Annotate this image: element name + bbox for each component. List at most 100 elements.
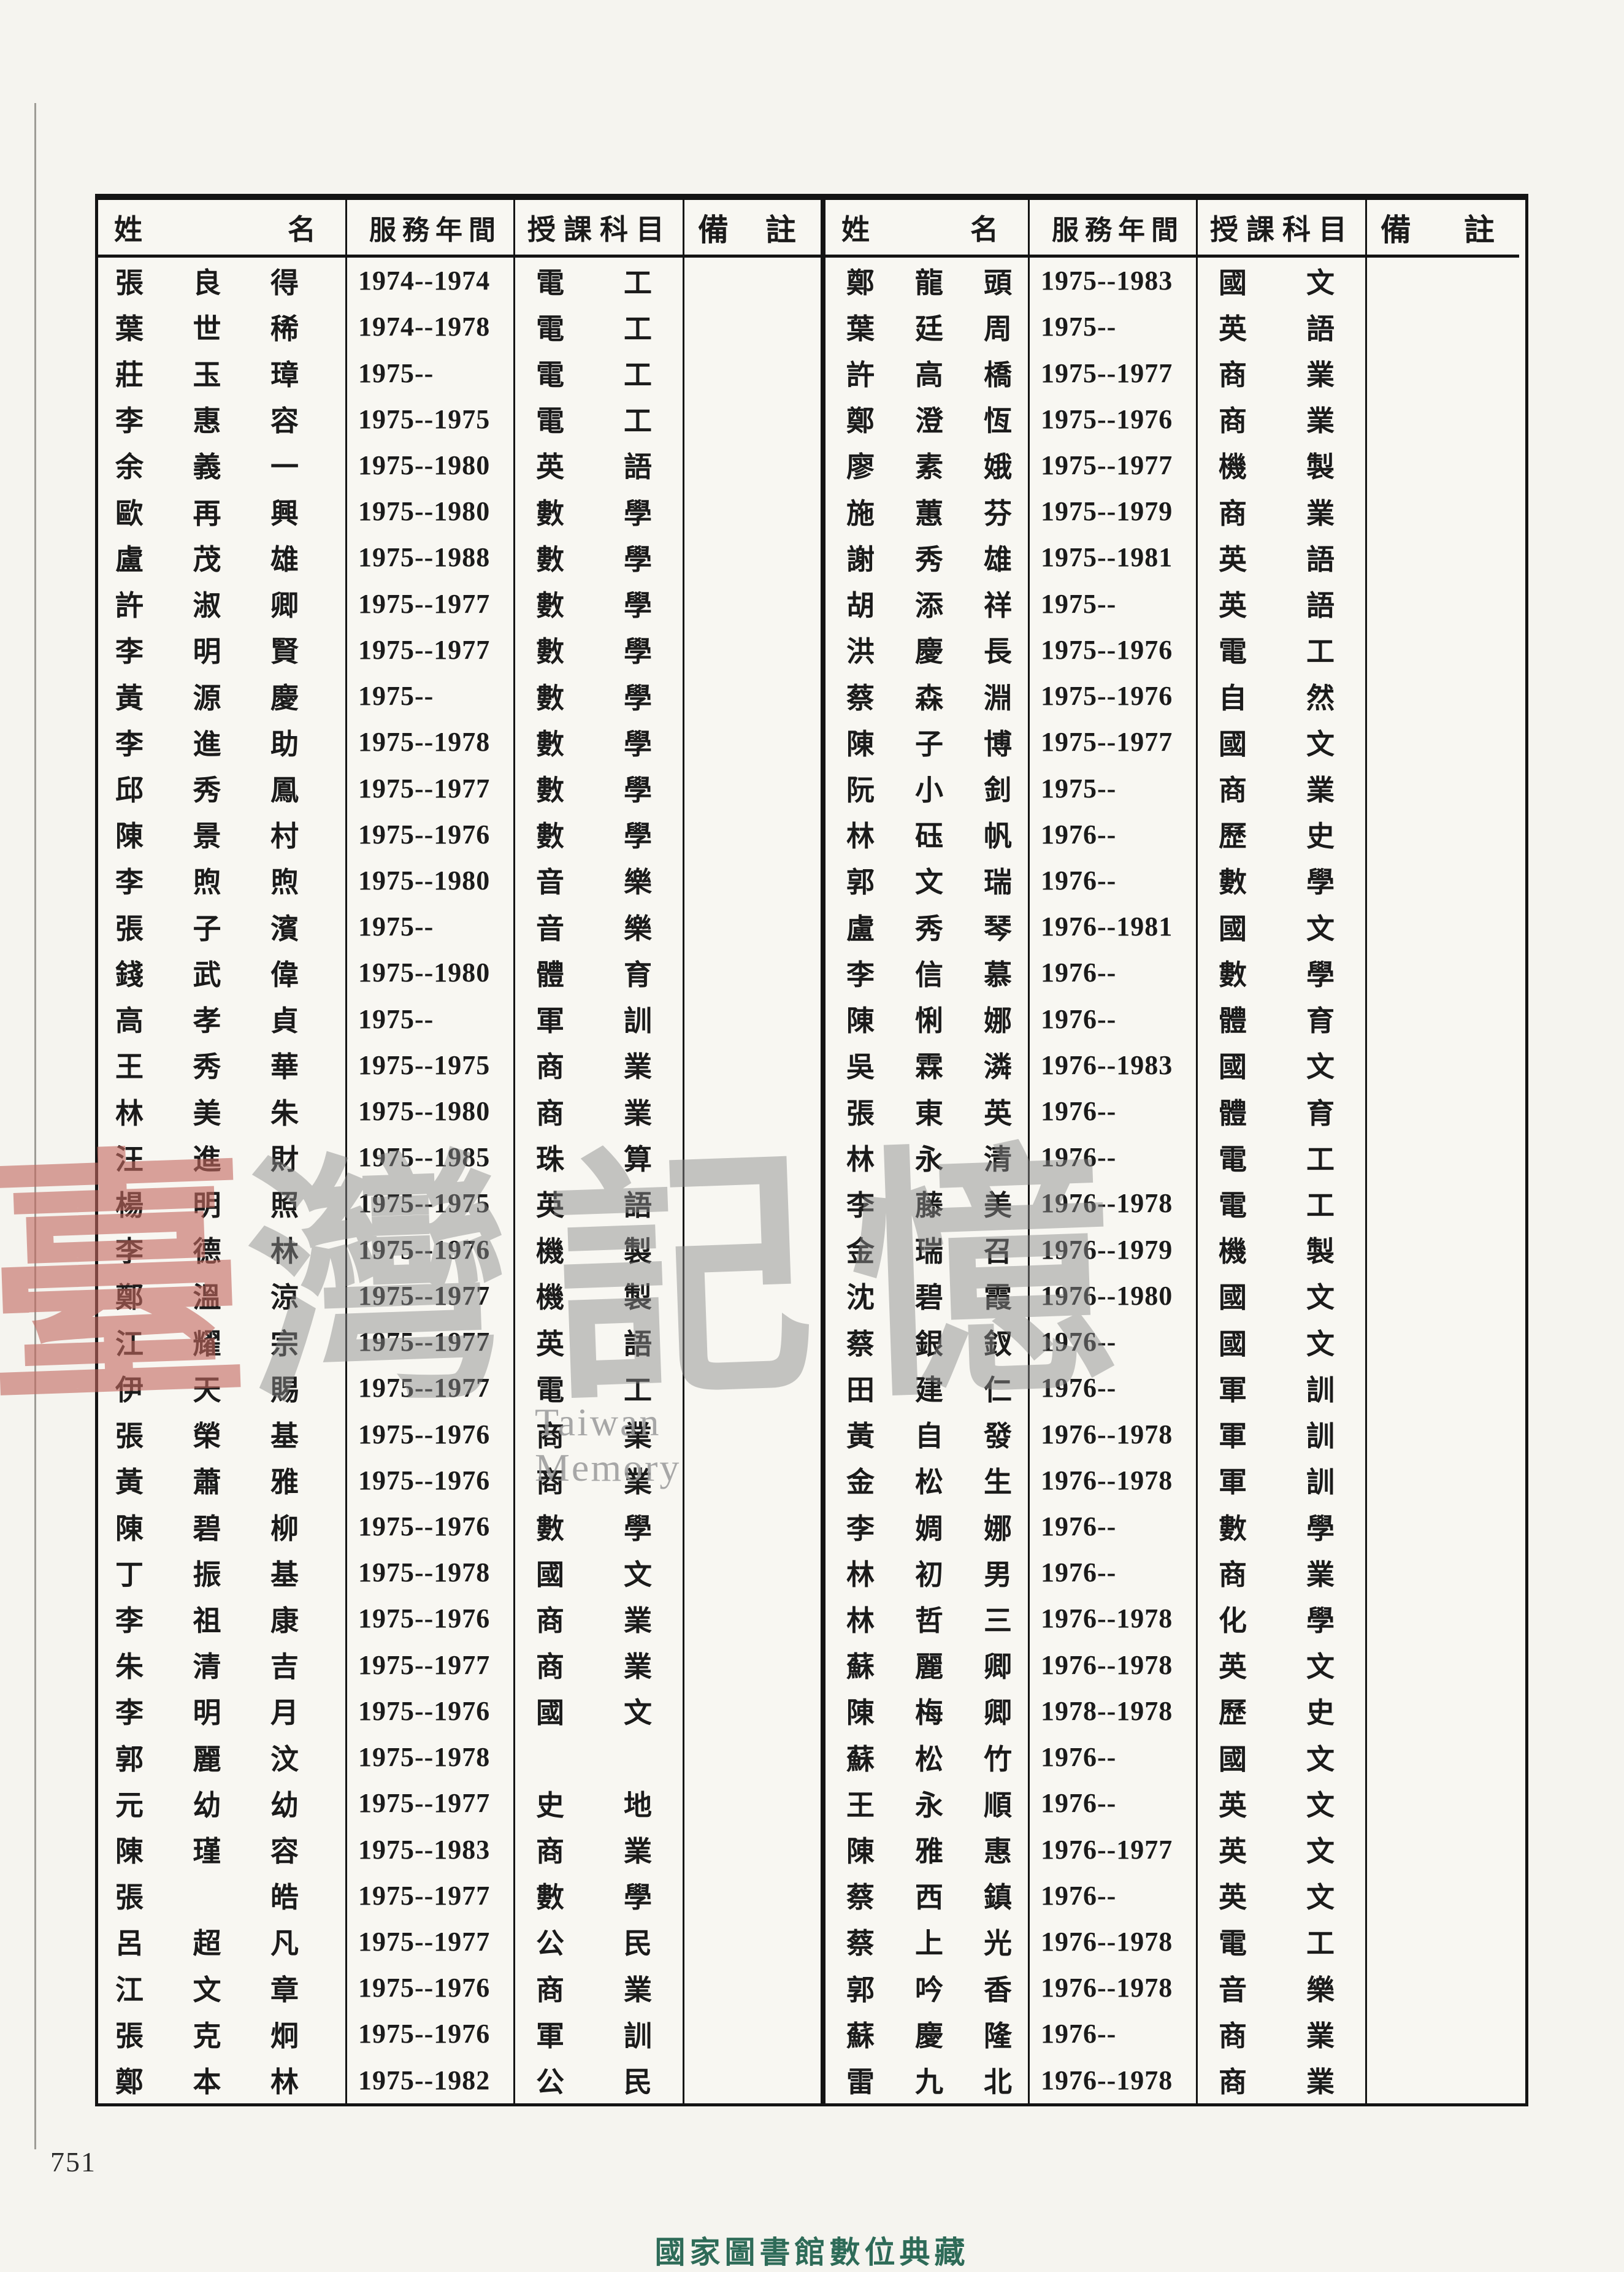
teacher-row: 蘇慶隆 1976-- 商業 xyxy=(825,2011,1519,2057)
subject-cell: 國文 xyxy=(1196,1042,1365,1088)
remark-cell xyxy=(683,1549,821,1596)
right-table-header: 姓名 服務年間 授課科目 備註 xyxy=(825,200,1519,258)
subject-cell xyxy=(513,1734,683,1781)
years-cell: 1975--1977 xyxy=(345,580,513,627)
name-cell: 蔡西鎮 xyxy=(846,1882,1012,1914)
name-cell: 黃蕭雅 xyxy=(115,1467,299,1499)
teacher-row: 陳景村 1975--1976 數學 xyxy=(98,811,821,858)
teacher-row: 陳碧柳 1975--1976 數學 xyxy=(98,1503,821,1550)
name-cell: 林砡帆 xyxy=(846,821,1012,853)
teacher-row: 蔡銀釵 1976-- 國文 xyxy=(825,1319,1519,1365)
years-cell: 1975--1976 xyxy=(1028,396,1196,442)
subject-cell: 國文 xyxy=(513,1687,683,1734)
subject-cell: 機製 xyxy=(513,1272,683,1319)
teacher-row: 張子濱 1975-- 音樂 xyxy=(98,904,821,950)
years-cell: 1975--1982 xyxy=(345,2057,513,2103)
remark-cell xyxy=(683,258,821,304)
years-cell: 1976-- xyxy=(1028,857,1196,904)
years-cell: 1975--1976 xyxy=(345,1965,513,2011)
name-cell: 田建仁 xyxy=(846,1374,1012,1406)
teacher-row: 葉世稀 1974--1978 電工 xyxy=(98,304,821,350)
name-cell: 汪進財 xyxy=(115,1143,299,1175)
name-cell: 李明賢 xyxy=(115,636,299,668)
name-cell: 陳景村 xyxy=(115,821,299,853)
teacher-roster-table: 姓名 服務年間 授課科目 備註 張良得 1974--1974 電工葉世稀 1974--… xyxy=(95,194,1528,2106)
remark-cell xyxy=(683,1134,821,1181)
years-cell: 1976--1978 xyxy=(1028,1595,1196,1642)
years-cell: 1976-- xyxy=(1028,950,1196,996)
subject-cell: 電工 xyxy=(1196,1180,1365,1227)
remark-cell xyxy=(1365,396,1519,442)
teacher-row: 楊明照 1975--1975 英語 xyxy=(98,1180,821,1227)
name-cell: 高孝貞 xyxy=(115,1005,299,1037)
years-cell: 1976-- xyxy=(1028,1319,1196,1365)
teacher-row: 李信慕 1976-- 數學 xyxy=(825,950,1519,996)
name-cell: 施蕙芬 xyxy=(846,497,1012,529)
subject-cell: 商業 xyxy=(1196,2011,1365,2057)
subject-cell: 數學 xyxy=(513,534,683,581)
teacher-row: 洪慶長 1975--1976 電工 xyxy=(825,626,1519,673)
page-number: 751 xyxy=(50,2146,96,2178)
teacher-row: 郭吟香 1976--1978 音樂 xyxy=(825,1965,1519,2011)
teacher-row: 施蕙芬 1975--1979 商業 xyxy=(825,488,1519,535)
subject-cell: 商業 xyxy=(513,1457,683,1503)
years-cell: 1975--1976 xyxy=(345,1411,513,1457)
teacher-row: 伊天賜 1975--1977 電工 xyxy=(98,1365,821,1411)
years-cell: 1976-- xyxy=(1028,1503,1196,1550)
years-cell: 1978--1978 xyxy=(1028,1687,1196,1734)
teacher-row: 阮小釗 1975-- 商業 xyxy=(825,765,1519,812)
remark-cell xyxy=(1365,580,1519,627)
header-years: 服務年間 xyxy=(1028,200,1196,255)
header-subject: 授課科目 xyxy=(513,200,683,255)
remark-cell xyxy=(1365,534,1519,581)
right-table: 姓名 服務年間 授課科目 備註 鄭龍頭 1975--1983 國文葉廷周 1975--… xyxy=(825,200,1519,2103)
teacher-row: 高孝貞 1975-- 軍訓 xyxy=(98,996,821,1042)
subject-cell: 電工 xyxy=(513,396,683,442)
left-table: 姓名 服務年間 授課科目 備註 張良得 1974--1974 電工葉世稀 1974--… xyxy=(98,200,821,2103)
name-cell: 莊玉璋 xyxy=(115,359,299,391)
remark-cell xyxy=(1365,811,1519,858)
subject-cell: 音樂 xyxy=(1196,1965,1365,2011)
remark-cell xyxy=(1365,1595,1519,1642)
teacher-row: 郭文瑞 1976-- 數學 xyxy=(825,857,1519,904)
years-cell: 1976-- xyxy=(1028,1872,1196,1919)
remark-cell xyxy=(683,580,821,627)
teacher-row: 林美朱 1975--1980 商業 xyxy=(98,1088,821,1135)
header-name: 姓名 xyxy=(841,213,998,245)
teacher-row: 江耀宗 1975--1977 英語 xyxy=(98,1319,821,1365)
years-cell: 1975--1976 xyxy=(1028,672,1196,720)
name-cell: 李進助 xyxy=(115,728,299,760)
name-cell: 金松生 xyxy=(846,1467,1012,1499)
remark-cell xyxy=(683,1180,821,1227)
name-cell: 林哲三 xyxy=(846,1605,1012,1637)
remark-cell xyxy=(683,1042,821,1088)
subject-cell: 音樂 xyxy=(513,857,683,904)
subject-cell: 英文 xyxy=(1196,1780,1365,1827)
years-cell: 1975-- xyxy=(345,904,513,950)
subject-cell: 商業 xyxy=(1196,1549,1365,1596)
remark-cell xyxy=(1365,719,1519,766)
teacher-row: 李煦煦 1975--1980 音樂 xyxy=(98,857,821,904)
subject-cell: 英語 xyxy=(1196,534,1365,581)
name-cell: 江耀宗 xyxy=(115,1328,299,1360)
teacher-row: 李藤美 1976--1978 電工 xyxy=(825,1180,1519,1227)
subject-cell: 數學 xyxy=(513,672,683,720)
subject-cell: 數學 xyxy=(1196,1503,1365,1550)
teacher-row: 雷九北 1976--1978 商業 xyxy=(825,2057,1519,2103)
name-cell: 張榮基 xyxy=(115,1421,299,1453)
subject-cell: 機製 xyxy=(513,1226,683,1273)
name-cell: 錢武偉 xyxy=(115,959,299,991)
name-cell: 林初男 xyxy=(846,1559,1012,1591)
name-cell: 盧秀琴 xyxy=(846,913,1012,945)
subject-cell: 電工 xyxy=(513,350,683,396)
years-cell: 1975-- xyxy=(1028,304,1196,350)
subject-cell: 軍訓 xyxy=(513,996,683,1042)
header-note: 備註 xyxy=(683,200,821,255)
subject-cell: 英語 xyxy=(513,1180,683,1227)
remark-cell xyxy=(1365,1687,1519,1734)
teacher-row: 李進助 1975--1978 數學 xyxy=(98,719,821,766)
subject-cell: 數學 xyxy=(513,1872,683,1919)
name-cell: 王永順 xyxy=(846,1789,1012,1821)
name-cell: 陳雅惠 xyxy=(846,1836,1012,1868)
teacher-row: 金瑞召 1976--1979 機製 xyxy=(825,1226,1519,1273)
